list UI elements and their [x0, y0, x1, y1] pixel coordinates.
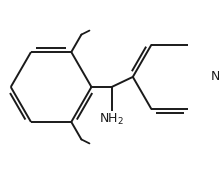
Text: NH$_2$: NH$_2$: [99, 112, 124, 127]
Text: N: N: [211, 70, 219, 83]
